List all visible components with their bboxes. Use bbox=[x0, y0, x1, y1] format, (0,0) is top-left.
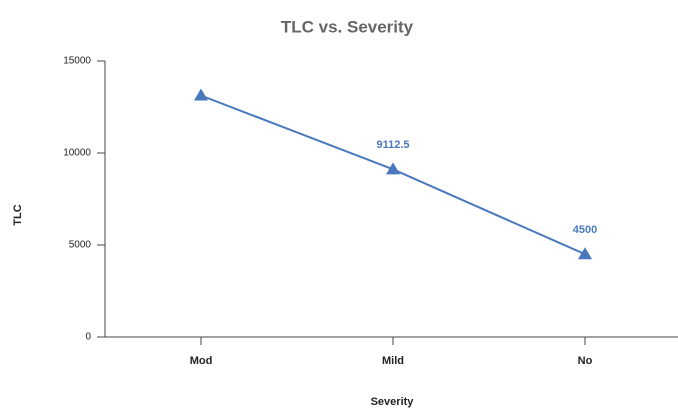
y-tick-label: 0 bbox=[85, 332, 91, 343]
marker bbox=[578, 247, 592, 260]
x-axis-label: Severity bbox=[371, 396, 415, 408]
marker bbox=[386, 162, 400, 175]
chart-title: TLC vs. Severity bbox=[281, 17, 414, 36]
x-tick-label: Mild bbox=[382, 355, 404, 367]
data-label: 4500 bbox=[573, 224, 597, 236]
data-label: 9112.5 bbox=[376, 139, 409, 151]
line bbox=[200, 94, 586, 256]
y-tick-label: 15000 bbox=[63, 56, 91, 67]
x-tick-label: Mod bbox=[190, 355, 213, 367]
x-tick-label: No bbox=[578, 355, 593, 367]
y-axis-label: TLC bbox=[12, 204, 24, 225]
y-tick-label: 10000 bbox=[63, 148, 91, 159]
y-tick-label: 5000 bbox=[69, 240, 92, 251]
marker bbox=[194, 88, 208, 101]
